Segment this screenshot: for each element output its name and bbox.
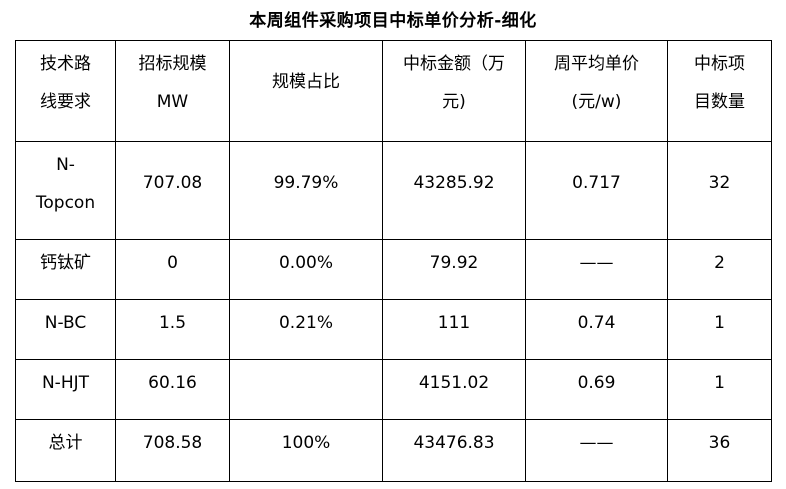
cell-amount: 79.92 — [382, 239, 526, 300]
cell-amount: 43285.92 — [382, 141, 526, 240]
cell-share: 100% — [229, 419, 383, 482]
cell-tech: N- Topcon — [15, 141, 116, 240]
cell-tech: 钙钛矿 — [15, 239, 116, 300]
header-share: 规模占比 — [229, 40, 383, 142]
header-row: 技术路 线要求 招标规模 MW 规模占比 中标金额（万 元) 周平均单价 (元/… — [15, 40, 772, 142]
cell-scale: 60.16 — [115, 359, 230, 420]
cell-count: 36 — [667, 419, 772, 482]
cell-amount: 111 — [382, 299, 526, 360]
header-amount: 中标金额（万 元) — [382, 40, 526, 142]
cell-tech: N-BC — [15, 299, 116, 360]
cell-scale: 0 — [115, 239, 230, 300]
cell-price: 0.74 — [525, 299, 668, 360]
cell-count: 1 — [667, 299, 772, 360]
cell-count: 2 — [667, 239, 772, 300]
header-scale: 招标规模 MW — [115, 40, 230, 142]
cell-share: 0.00% — [229, 239, 383, 300]
cell-tech: N-HJT — [15, 359, 116, 420]
cell-share: 0.21% — [229, 299, 383, 360]
cell-share: 99.79% — [229, 141, 383, 240]
cell-price: 0.717 — [525, 141, 668, 240]
cell-tech: 总计 — [15, 419, 116, 482]
table-row: N- Topcon 707.08 99.79% 43285.92 0.717 3… — [15, 141, 772, 240]
table-title: 本周组件采购项目中标单价分析-细化 — [249, 11, 537, 31]
header-tech: 技术路 线要求 — [15, 40, 116, 142]
cell-price: 0.69 — [525, 359, 668, 420]
cell-amount: 43476.83 — [382, 419, 526, 482]
cell-scale: 707.08 — [115, 141, 230, 240]
table-row: N-HJT 60.16 4151.02 0.69 1 — [15, 359, 772, 420]
cell-share — [229, 359, 383, 420]
cell-amount: 4151.02 — [382, 359, 526, 420]
header-count: 中标项 目数量 — [667, 40, 772, 142]
cell-price: —— — [525, 419, 668, 482]
cell-price: —— — [525, 239, 668, 300]
cell-scale: 1.5 — [115, 299, 230, 360]
total-row: 总计 708.58 100% 43476.83 —— 36 — [15, 419, 772, 482]
cell-scale: 708.58 — [115, 419, 230, 482]
cell-count: 32 — [667, 141, 772, 240]
table-row: N-BC 1.5 0.21% 111 0.74 1 — [15, 299, 772, 360]
cell-count: 1 — [667, 359, 772, 420]
header-price: 周平均单价 (元/w) — [525, 40, 668, 142]
table-row: 钙钛矿 0 0.00% 79.92 —— 2 — [15, 239, 772, 300]
bid-price-table: 技术路 线要求 招标规模 MW 规模占比 中标金额（万 元) 周平均单价 (元/… — [15, 40, 772, 482]
